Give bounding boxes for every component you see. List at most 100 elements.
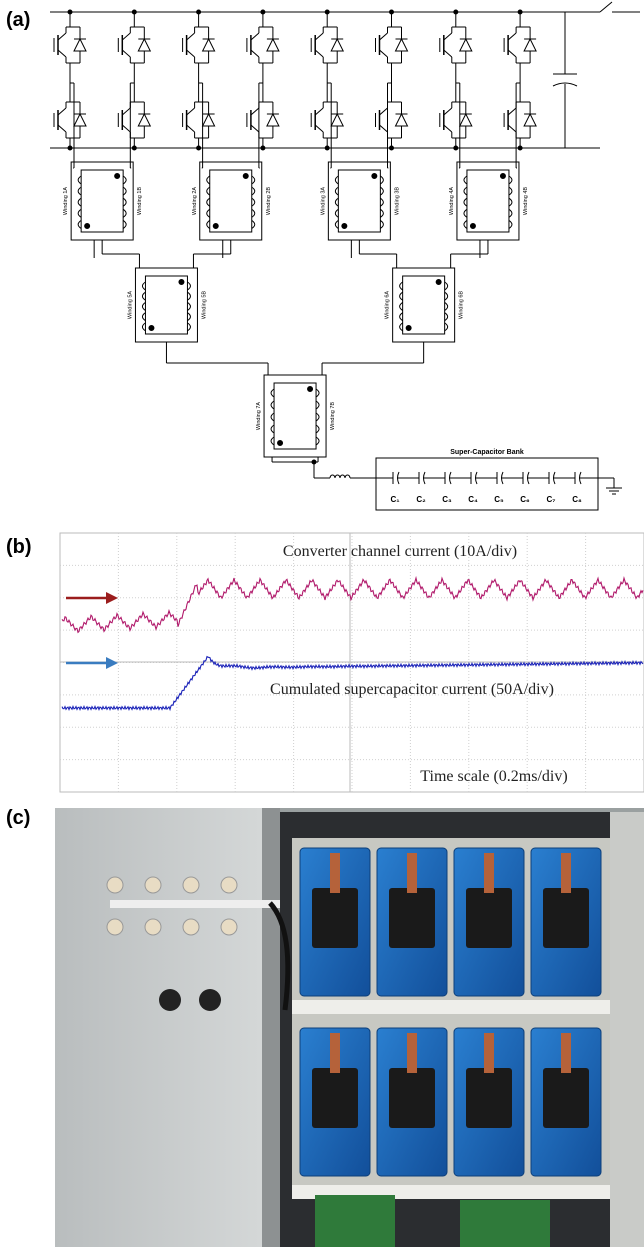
terminal-strip [292,1000,610,1014]
diode [73,37,87,52]
junction-dot [148,325,155,331]
diode [458,37,473,52]
junction-dot [389,145,394,151]
winding-label: Winding 1B [137,187,143,215]
winding-label: Winding 2B [266,187,272,215]
winding-label: Winding 3B [394,187,400,215]
capacitor-plate [553,471,556,485]
winding-label: Winding 6A [385,291,391,319]
core-inner [273,382,317,450]
diode [330,37,345,52]
coil-turn [463,220,468,229]
igbt-emitter [250,49,260,58]
coil-turn [206,208,211,218]
sensor [106,876,124,894]
busbar [407,853,417,893]
coil-turn [122,186,127,196]
igbt-collector [250,32,260,41]
coil-turn [77,208,82,218]
pcb [460,1200,550,1247]
igbt-collector [121,32,131,41]
capacitor-label: C₇ [547,495,556,504]
sensor [106,918,124,936]
capacitor-label: C₁ [390,495,400,504]
trace-label: Converter channel current (10A/div) [283,543,517,560]
coil-turn [508,186,513,196]
winding-label: Winding 2A [192,187,198,215]
core-inner [466,169,510,233]
coil-turn [77,186,82,196]
igbt-emitter [57,124,67,133]
junction-dot [453,9,459,15]
diode [137,112,152,127]
coil-turn [334,208,339,218]
coil-turn [334,186,339,196]
coil-turn [334,197,339,207]
coil-turn [270,436,275,446]
diode [394,112,409,127]
coil-turn [508,197,513,207]
capacitor-label: C₆ [520,495,530,504]
diode [73,112,87,127]
capacitor-label: C₅ [494,495,504,504]
inductor-turn [334,474,341,479]
sensor [144,918,162,936]
coil-turn [334,220,339,229]
coil-turn [399,291,403,301]
switch-blade [599,1,613,13]
current-sensor [199,989,221,1011]
coil-turn [141,281,146,291]
busbar [330,1033,340,1073]
igbt-emitter [250,124,260,133]
winding-label: Winding 5B [201,291,207,319]
igbt-emitter [379,124,388,133]
coil-turn [444,291,449,301]
coil-turn [508,208,513,218]
igbt-emitter [121,124,131,133]
diode [201,112,216,127]
capacitor-plate [449,471,452,485]
igbt-emitter [186,49,195,58]
coil-turn [380,197,384,207]
coil-turn [206,197,211,207]
coil-turn [206,220,211,229]
junction-dot [371,173,378,179]
coil-turn [380,175,384,185]
winding-label: Winding 6B [459,291,465,319]
core-inner [80,169,124,233]
igbt-emitter [186,124,195,133]
busbar [484,853,494,893]
coil-turn [315,412,320,422]
winding-label: Winding 3A [320,187,326,215]
diode [523,112,537,127]
diode [330,112,345,127]
junction-dot [307,386,314,392]
coil-turn [270,412,275,422]
trace-label: Cumulated supercapacitor current (50A/di… [270,681,554,698]
winding-label: Winding 4B [523,187,529,215]
coil-turn [251,175,256,185]
coil-turn [122,197,127,207]
diode [266,37,280,52]
module-label [543,1068,589,1128]
coil-turn [380,208,384,218]
core-inner [402,275,446,335]
junction-dot [341,223,348,229]
coil-turn [141,302,146,311]
capacitor-plate [552,82,578,87]
coil-turn [380,220,384,229]
junction-dot [499,173,506,179]
panel-label: (a) [6,9,30,31]
capacitor-plate [579,471,582,485]
capacitor-label: C₂ [416,495,426,504]
junction-dot [405,325,412,331]
capacitor-plate [501,471,504,485]
oscilloscope-capture: Converter channel current (10A/div) Cumul… [59,532,644,793]
junction-dot [84,223,91,229]
junction-dot [324,9,330,15]
igbt-collector [186,32,195,41]
junction-dot [131,9,137,15]
igbt-collector [186,107,195,116]
junction-dot [212,223,219,229]
coil-turn [122,175,127,185]
